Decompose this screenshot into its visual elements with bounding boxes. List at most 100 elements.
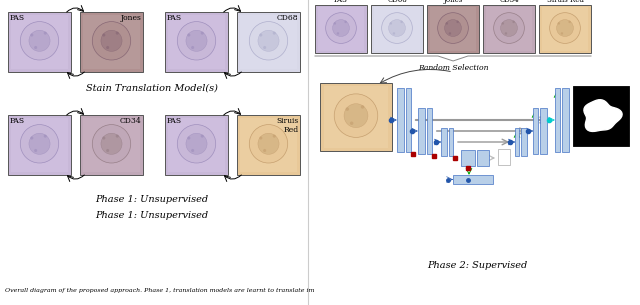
Circle shape (561, 32, 563, 35)
Bar (555, 88, 560, 152)
Bar (521, 128, 527, 156)
Circle shape (102, 137, 106, 140)
Circle shape (201, 32, 204, 35)
Circle shape (449, 32, 451, 35)
Circle shape (346, 107, 349, 111)
Circle shape (502, 22, 504, 25)
Circle shape (30, 137, 33, 140)
Bar (539, 5, 591, 53)
Text: Stain Translation Model(s): Stain Translation Model(s) (86, 84, 218, 92)
Text: Phase 1: Unsupervised: Phase 1: Unsupervised (95, 196, 209, 204)
Circle shape (393, 32, 395, 35)
Bar (240, 118, 297, 172)
Circle shape (381, 13, 412, 43)
Circle shape (337, 32, 339, 35)
Circle shape (388, 20, 406, 37)
Circle shape (92, 22, 131, 60)
Circle shape (186, 30, 207, 51)
Circle shape (326, 13, 356, 43)
Circle shape (29, 133, 50, 154)
Bar (165, 12, 228, 72)
Circle shape (191, 149, 194, 152)
Bar (324, 86, 388, 148)
Bar (371, 5, 423, 53)
Circle shape (20, 22, 59, 60)
Bar (515, 128, 519, 156)
Circle shape (191, 46, 194, 49)
Circle shape (177, 22, 216, 60)
Circle shape (456, 21, 459, 23)
Bar (397, 88, 404, 152)
Circle shape (350, 121, 353, 125)
Bar (80, 115, 143, 175)
Circle shape (102, 34, 106, 37)
Circle shape (259, 34, 262, 37)
Text: Overall diagram of the proposed approach. Phase 1, translation models are learnt: Overall diagram of the proposed approach… (5, 288, 314, 293)
Bar (540, 108, 547, 154)
Bar (11, 15, 68, 69)
Bar (406, 88, 411, 152)
Circle shape (273, 135, 276, 138)
Polygon shape (584, 100, 622, 131)
Text: PAS: PAS (334, 0, 348, 4)
Circle shape (250, 22, 288, 60)
Bar (8, 12, 71, 72)
Text: PAS: PAS (166, 14, 182, 22)
Bar (541, 7, 588, 51)
Circle shape (390, 22, 392, 25)
Text: PAS: PAS (166, 117, 182, 125)
Bar (11, 118, 68, 172)
Circle shape (116, 135, 119, 138)
Bar (562, 88, 569, 152)
Circle shape (106, 46, 109, 49)
Circle shape (263, 46, 266, 49)
Text: Random Selection: Random Selection (418, 64, 488, 72)
Circle shape (258, 30, 279, 51)
Bar (427, 108, 432, 154)
Text: Phase 1: Unsupervised: Phase 1: Unsupervised (95, 210, 209, 220)
Circle shape (201, 135, 204, 138)
Bar (8, 115, 71, 175)
Bar (237, 12, 300, 72)
Circle shape (445, 20, 461, 37)
Circle shape (344, 21, 347, 23)
Bar (441, 128, 447, 156)
Circle shape (44, 135, 47, 138)
Circle shape (177, 125, 216, 163)
Circle shape (438, 13, 468, 43)
Circle shape (334, 94, 378, 137)
Text: Jones: Jones (120, 14, 141, 22)
Circle shape (92, 125, 131, 163)
Bar (477, 150, 489, 166)
Text: CD34: CD34 (499, 0, 519, 4)
Bar (483, 5, 535, 53)
Circle shape (500, 20, 518, 37)
Circle shape (188, 34, 190, 37)
Bar (461, 150, 475, 166)
Circle shape (186, 133, 207, 154)
Text: PAS: PAS (10, 117, 24, 125)
Bar (320, 83, 392, 151)
Circle shape (445, 22, 448, 25)
Text: Siruis
Red: Siruis Red (276, 117, 298, 134)
Circle shape (273, 32, 276, 35)
Bar (418, 108, 425, 154)
Text: PAS: PAS (10, 14, 24, 22)
Bar (573, 86, 629, 146)
Circle shape (344, 104, 368, 127)
Bar (449, 128, 453, 156)
Circle shape (258, 133, 279, 154)
Bar (83, 15, 140, 69)
Text: Siruis Red: Siruis Red (547, 0, 584, 4)
Bar (533, 108, 538, 154)
Circle shape (513, 21, 515, 23)
Circle shape (333, 20, 349, 37)
Text: Jones: Jones (444, 0, 463, 4)
Bar (168, 15, 225, 69)
Circle shape (333, 22, 336, 25)
Circle shape (361, 105, 364, 109)
Text: Phase 2: Supervised: Phase 2: Supervised (427, 260, 527, 270)
Bar (486, 7, 532, 51)
Circle shape (250, 125, 288, 163)
Circle shape (259, 137, 262, 140)
